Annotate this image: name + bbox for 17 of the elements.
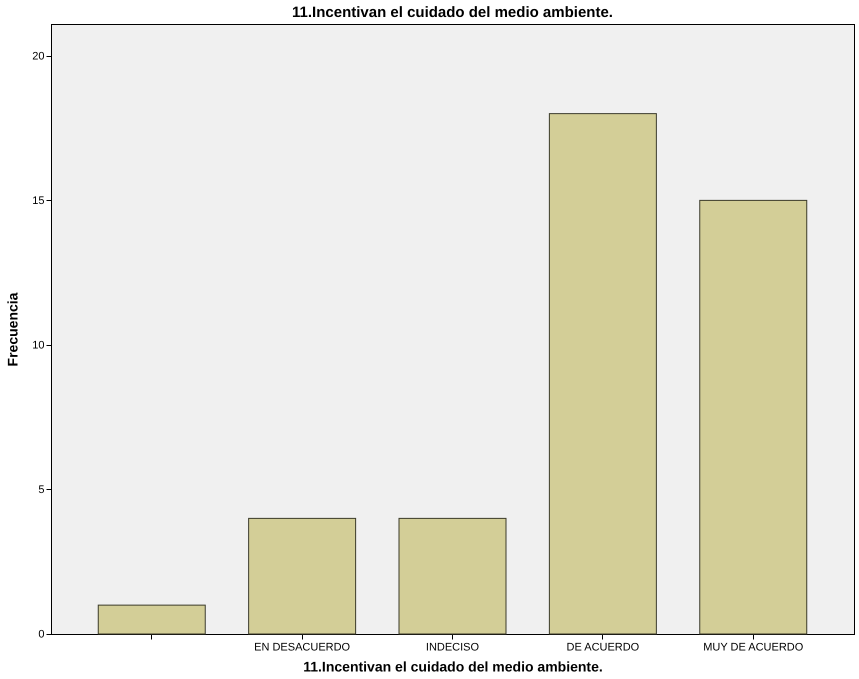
bar	[248, 518, 356, 634]
x-tick-label: DE ACUERDO	[566, 642, 640, 654]
bar	[98, 604, 206, 634]
x-tick-label: EN DESACUERDO	[254, 642, 351, 654]
y-tick-label: 15	[32, 194, 44, 207]
bar	[398, 518, 506, 634]
y-tick-label: 0	[38, 628, 44, 640]
x-axis-title: 11.Incentivan el cuidado del medio ambiente.	[303, 658, 603, 674]
x-tick-label: MUY DE ACUERDO	[703, 642, 804, 654]
y-tick-label: 20	[32, 50, 44, 62]
x-tick-label: INDECISO	[426, 642, 480, 654]
y-tick-label: 5	[38, 484, 44, 496]
bar	[699, 200, 808, 634]
y-axis-title: Frecuencia	[4, 292, 20, 366]
y-tick-label: 10	[32, 339, 44, 352]
chart-title: 11.Incentivan el cuidado del medio ambiente.	[292, 4, 613, 21]
bar	[548, 113, 657, 634]
